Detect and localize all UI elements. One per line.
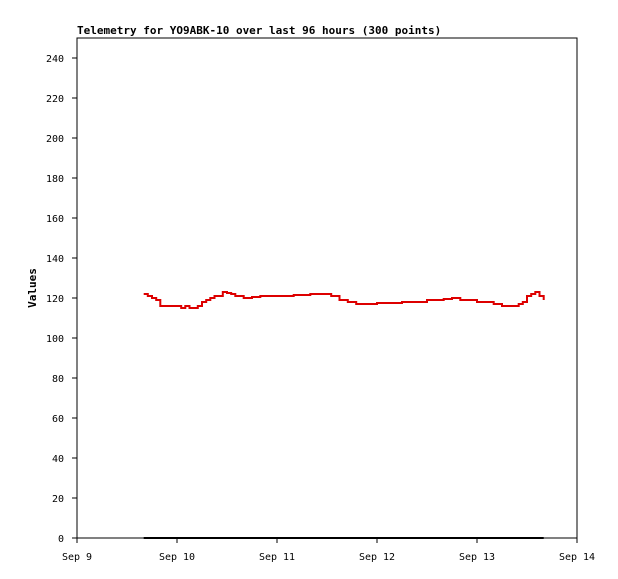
y-tick-label: 20 <box>52 494 64 505</box>
plot-area <box>76 37 578 539</box>
y-tick-label: 60 <box>52 414 64 425</box>
y-tick-label: 100 <box>46 334 64 345</box>
y-tick-label: 240 <box>46 54 64 65</box>
y-tick-label: 220 <box>46 94 64 105</box>
x-tick-label: Sep 11 <box>259 552 295 563</box>
x-tick-label: Sep 12 <box>359 552 395 563</box>
y-tick-label: 160 <box>46 214 64 225</box>
x-tick-label: Sep 9 <box>62 552 92 563</box>
x-axis: Sep 9 Sep 10 Sep 11 Sep 12 Sep 13 Sep 14 <box>62 538 595 563</box>
y-axis-label: Values <box>26 268 39 308</box>
series-layer <box>143 291 545 539</box>
x-tick-label: Sep 14 <box>559 552 595 563</box>
y-tick-label: 140 <box>46 254 64 265</box>
y-tick-label: 200 <box>46 134 64 145</box>
series-1-line <box>143 291 545 309</box>
y-axis: 0 20 40 60 80 100 120 140 160 180 200 220 240 <box>46 54 77 545</box>
y-tick-label: 180 <box>46 174 64 185</box>
x-tick-label: Sep 10 <box>159 552 195 563</box>
y-tick-label: 120 <box>46 294 64 305</box>
y-tick-label: 0 <box>58 534 64 545</box>
y-tick-label: 80 <box>52 374 64 385</box>
x-tick-label: Sep 13 <box>459 552 495 563</box>
chart-title: Telemetry for YO9ABK-10 over last 96 hou… <box>77 24 441 37</box>
y-tick-label: 40 <box>52 454 64 465</box>
